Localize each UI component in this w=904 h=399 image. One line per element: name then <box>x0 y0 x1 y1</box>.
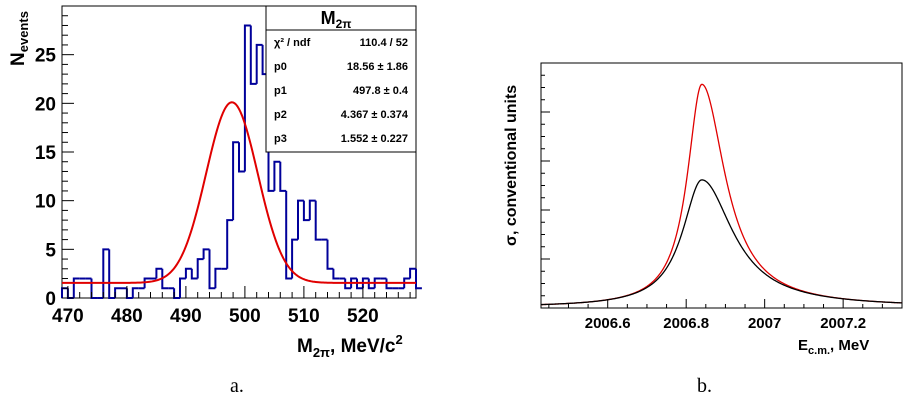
histogram-bin <box>190 268 198 280</box>
histogram-bin <box>367 278 375 290</box>
histogram-bin <box>332 268 340 280</box>
histogram-bin <box>415 268 422 290</box>
a-y-axis-label: Nevents <box>8 11 31 66</box>
histogram-bin <box>226 219 234 269</box>
histogram-bin <box>143 277 151 289</box>
b-x-tick-label: 2006.6 <box>585 315 631 332</box>
a-x-axis-label: M2π, MeV/c2 <box>297 332 403 360</box>
histogram-bin <box>161 268 169 290</box>
b-x-axis-label: Ec.m., MeV <box>798 337 869 357</box>
stats-row-label: p2 <box>274 109 287 121</box>
stats-box: M2π χ² / ndf 110.4 / 52 p0 18.56 ± 1.86 p1 49… <box>265 5 417 153</box>
histogram-bin <box>255 43 263 84</box>
x-tick-label: 490 <box>170 306 202 327</box>
b-x-tick-label: 2007 <box>748 315 781 332</box>
y-tick-label: 5 <box>45 240 56 261</box>
fit-layer <box>62 101 416 284</box>
y-tick-label: 0 <box>45 289 56 310</box>
histogram-bin <box>344 278 352 290</box>
fit-curve <box>62 101 416 284</box>
histogram-bin <box>90 278 98 299</box>
histogram-bin <box>409 267 416 279</box>
y-tick-label: 10 <box>35 192 56 213</box>
stats-row-value: 497.8 ± 0.4 <box>353 85 409 97</box>
histogram-bin <box>232 141 239 221</box>
b-y-axis-label: σ, conventional units <box>503 85 520 246</box>
histogram-bin <box>131 287 139 298</box>
stats-row-label: p3 <box>274 133 287 145</box>
b-x-axis-ticks: 2006.6 2006.8 2007 2007.2 <box>548 299 903 332</box>
x-tick-label: 510 <box>288 306 320 327</box>
resonance-curve <box>540 179 903 306</box>
x-tick-label: 470 <box>52 306 84 327</box>
histogram-bin <box>326 239 334 270</box>
histogram-bin <box>373 277 381 289</box>
b-x-tick-label: 2007.2 <box>820 315 866 332</box>
histogram-bin <box>308 199 316 221</box>
histogram-bin <box>291 238 298 279</box>
panel-b-frame <box>540 62 903 309</box>
histogram-bin <box>273 160 281 191</box>
x-tick-label: 500 <box>229 306 261 327</box>
panel-b: 2006.6 2006.8 2007 2007.2 σ, conventional u… <box>503 62 903 357</box>
stats-row-label: p1 <box>274 85 287 97</box>
histogram-bin <box>208 249 216 290</box>
x-tick-label: 520 <box>347 306 379 327</box>
y-tick-label: 20 <box>35 94 56 115</box>
y-axis-ticks: 0 5 10 15 20 25 <box>35 15 74 310</box>
stats-box-title: M2π <box>321 8 352 31</box>
histogram-bin <box>214 267 222 289</box>
stats-rows: χ² / ndf 110.4 / 52 p0 18.56 ± 1.86 p1 497.8 … <box>274 37 409 145</box>
histogram-bin <box>361 277 369 289</box>
histogram-bin <box>238 142 245 173</box>
histogram-bin <box>102 248 110 298</box>
stats-row-value: 1.552 ± 0.227 <box>341 133 408 145</box>
histogram-bin <box>297 199 304 240</box>
histogram-bin <box>356 278 363 290</box>
histogram-bin <box>249 25 257 85</box>
y-tick-label: 15 <box>35 143 57 164</box>
histogram-bin <box>72 277 80 298</box>
histogram-bin <box>285 190 293 280</box>
stats-row-value: 4.367 ± 0.374 <box>341 109 409 121</box>
stats-row-value: 110.4 / 52 <box>360 37 408 49</box>
resonance-curve <box>540 83 903 306</box>
histogram-bin <box>184 267 192 279</box>
histogram-bin <box>279 161 287 192</box>
b-y-axis-ticks <box>541 62 550 297</box>
caption-b: b. <box>697 375 712 397</box>
histogram-bin <box>155 267 163 279</box>
histogram-bin <box>385 278 393 290</box>
histogram-bin <box>202 248 210 260</box>
stats-row-label: p0 <box>274 61 287 73</box>
histogram-bin <box>314 200 322 241</box>
histogram-bin <box>196 258 204 279</box>
stats-row-label: χ² / ndf <box>274 37 311 49</box>
histogram-bin <box>403 277 411 289</box>
curves-layer <box>540 83 903 306</box>
histogram-bin <box>302 200 310 222</box>
caption-a: a. <box>230 375 244 397</box>
stats-row-value: 18.56 ± 1.86 <box>347 61 408 73</box>
histogram-bin <box>114 287 121 298</box>
histogram-bin <box>108 249 116 299</box>
b-x-tick-label: 2006.8 <box>663 315 709 332</box>
histogram-bin <box>350 277 357 289</box>
y-tick-label: 25 <box>35 46 57 67</box>
histogram-bin <box>179 277 186 298</box>
x-tick-label: 480 <box>111 306 143 327</box>
x-axis-ticks: 470 480 490 500 510 520 <box>52 286 411 327</box>
